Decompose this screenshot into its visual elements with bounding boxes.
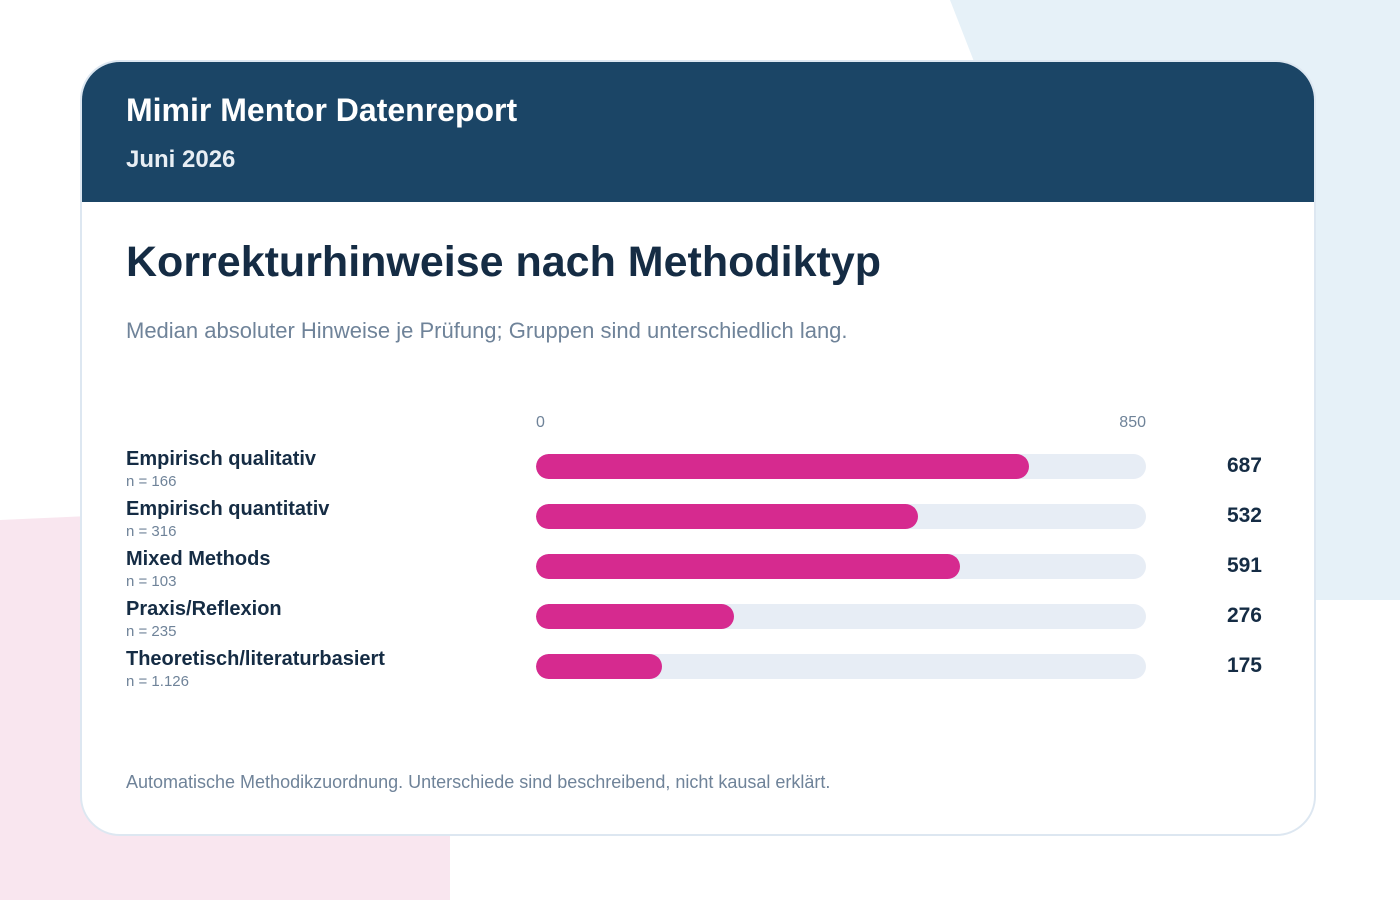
category-label: Empirisch quantitativ [126, 498, 330, 520]
bar-row: Empirisch qualitativ n = 166 687 [82, 448, 1314, 498]
value-label: 687 [1226, 454, 1262, 477]
bar [536, 604, 735, 629]
bar-row: Praxis/Reflexion n = 235 276 [82, 598, 1314, 648]
value-label: 276 [1226, 604, 1262, 627]
bar-row: Theoretisch/literaturbasiert n = 1.126 175 [82, 648, 1314, 698]
report-title: Mimir Mentor Datenreport [126, 92, 518, 128]
bar [536, 504, 918, 529]
value-label: 532 [1226, 504, 1262, 527]
axis-min-label: 0 [536, 414, 545, 431]
axis-max-label: 850 [1119, 414, 1146, 431]
report-card: Mimir Mentor Datenreport Juni 2026 Korre… [80, 60, 1316, 836]
category-label: Empirisch qualitativ [126, 448, 317, 470]
bar-track [536, 504, 1146, 529]
category-label: Mixed Methods [126, 548, 271, 570]
report-header: Mimir Mentor Datenreport Juni 2026 [82, 62, 1314, 202]
bar-row: Mixed Methods n = 103 591 [82, 548, 1314, 598]
sample-size-label: n = 1.126 [126, 673, 189, 690]
bar-row: Empirisch quantitativ n = 316 532 [82, 498, 1314, 548]
sample-size-label: n = 316 [126, 523, 177, 540]
footnote: Automatische Methodikzuordnung. Untersch… [126, 772, 831, 792]
category-label: Theoretisch/literaturbasiert [126, 648, 385, 670]
sample-size-label: n = 235 [126, 623, 177, 640]
bar [536, 554, 961, 579]
bar [536, 654, 662, 679]
sample-size-label: n = 166 [126, 473, 177, 490]
bar-track [536, 554, 1146, 579]
category-label: Praxis/Reflexion [126, 598, 282, 620]
value-label: 591 [1226, 554, 1262, 577]
chart-subtitle: Median absoluter Hinweise je Prüfung; Gr… [126, 318, 848, 343]
bar-track [536, 604, 1146, 629]
bar-track [536, 654, 1146, 679]
bar-track [536, 454, 1146, 479]
sample-size-label: n = 103 [126, 573, 177, 590]
chart-title: Korrekturhinweise nach Methodiktyp [126, 238, 882, 286]
bar [536, 454, 1030, 479]
value-label: 175 [1226, 654, 1262, 677]
report-period: Juni 2026 [126, 146, 236, 173]
